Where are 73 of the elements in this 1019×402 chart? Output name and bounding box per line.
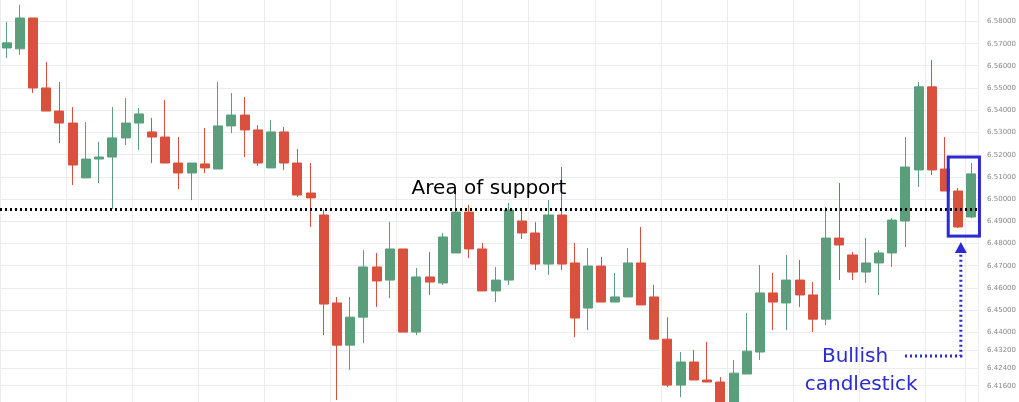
candlestick: [966, 162, 976, 219]
candlestick: [610, 272, 620, 303]
candlestick: [464, 204, 474, 259]
candlestick: [636, 226, 646, 306]
candlestick: [28, 17, 38, 94]
candlestick: [398, 248, 408, 333]
candlestick: [953, 187, 963, 229]
candlestick: [451, 192, 461, 254]
candlestick: [107, 106, 117, 210]
candlestick: [385, 221, 395, 299]
candlestick: [861, 237, 871, 284]
candlestick: [332, 296, 342, 401]
candlestick: [68, 106, 78, 186]
candlestick: [253, 124, 263, 167]
candlestick: [345, 296, 355, 371]
candlestick: [2, 21, 12, 59]
candlestick: [530, 221, 540, 271]
annotation: Bullish candlestick: [798, 343, 919, 395]
candlestick: [570, 242, 580, 338]
candlestick: [173, 136, 183, 190]
candlestick: [543, 199, 554, 276]
candlestick: [15, 4, 25, 56]
candlestick: [729, 359, 739, 402]
candlestick: [821, 206, 831, 326]
candlestick: [676, 351, 686, 398]
candlestick: [226, 92, 236, 134]
candlestick: [121, 97, 131, 146]
candlestick: [292, 148, 302, 198]
candlestick: [319, 209, 329, 336]
candlestick: [914, 81, 924, 188]
candlestick: [662, 316, 672, 388]
candlestick: [372, 252, 382, 308]
candlestick: [134, 107, 144, 151]
candlestick: [213, 81, 223, 170]
candlestick: [240, 96, 250, 158]
candlestick: [160, 99, 170, 164]
candlestick: [504, 202, 514, 286]
candlestick: [887, 217, 897, 268]
candlestick: [742, 312, 752, 375]
candlestick: [583, 247, 593, 331]
candlestick: [781, 254, 791, 331]
candlestick: [94, 141, 104, 184]
candlestick: [795, 259, 805, 308]
candlestick: [847, 251, 858, 281]
candlestick: [927, 59, 937, 176]
candlestick: [689, 349, 699, 381]
candlestick: [755, 264, 765, 361]
candlestick: [358, 249, 368, 344]
candlestick: [187, 162, 197, 201]
candlestick: [411, 267, 421, 336]
candlestick: [200, 127, 210, 174]
candlestick: [596, 256, 606, 303]
candlestick: [54, 81, 64, 144]
candlestick: [715, 376, 725, 402]
candlestick: [477, 242, 487, 292]
candlestick: [900, 136, 910, 248]
candlestick: [438, 232, 448, 286]
candlestick: [279, 126, 289, 171]
candlestick: [768, 272, 778, 331]
candlestick: [491, 266, 501, 303]
candlestick: [306, 162, 316, 228]
candlestick: [623, 247, 633, 298]
candlestick: [266, 119, 276, 169]
candlestick: [147, 117, 157, 164]
candlestick: [702, 341, 712, 383]
candlestick: [41, 61, 51, 112]
candlestick: [517, 209, 527, 240]
candlestick: [834, 182, 844, 281]
candlestick: [874, 249, 884, 296]
candlestick: [81, 121, 91, 179]
candlestick: [808, 281, 818, 333]
candlestick: [649, 284, 659, 340]
candlestick: [425, 251, 435, 296]
